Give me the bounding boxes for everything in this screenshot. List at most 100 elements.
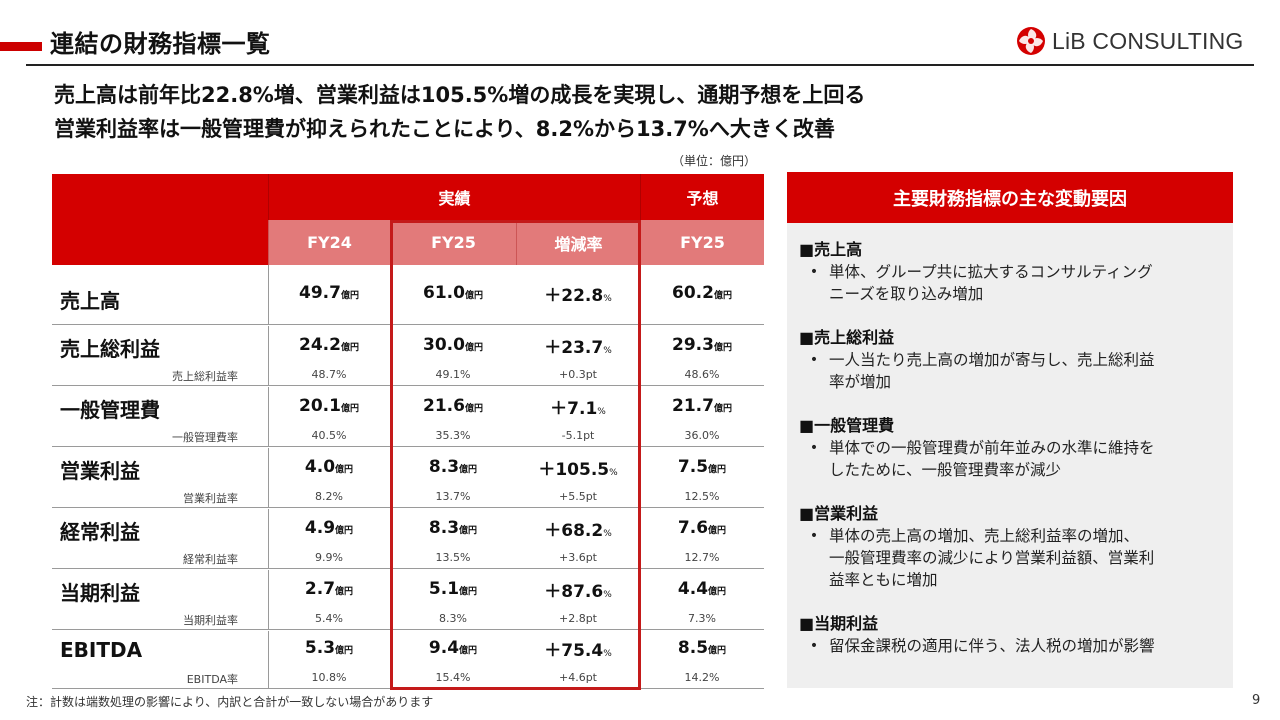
value-change: ＋75.4% bbox=[544, 640, 612, 661]
row-label: EBITDA bbox=[60, 638, 143, 662]
header-actual: 実績 bbox=[268, 174, 640, 220]
headline: 売上高は前年比22.8%増、営業利益は105.5%増の成長を実現し、通期予想を上… bbox=[54, 78, 865, 146]
sub-value-change: +3.6pt bbox=[558, 550, 597, 564]
row-label: 当期利益 bbox=[60, 581, 140, 605]
row-label: 売上総利益 bbox=[60, 337, 160, 361]
factor-text: 一般管理費率の減少により営業利益額、営業利 bbox=[829, 549, 1155, 567]
sub-value-fy25: 13.7% bbox=[435, 489, 471, 503]
value-change: ＋87.6% bbox=[544, 581, 612, 602]
sub-value-fy24: 8.2% bbox=[315, 489, 343, 503]
footnote: 注：計数は端数処理の影響により、内訳と合計が一致しない場合があります bbox=[26, 695, 434, 709]
unit-note: （単位：億円） bbox=[672, 154, 757, 168]
header-fy25-actual: FY25 bbox=[390, 220, 516, 265]
header-forecast: 予想 bbox=[640, 174, 764, 220]
sub-value-fy24: 9.9% bbox=[315, 550, 343, 564]
bullet-icon: • bbox=[809, 528, 819, 544]
table-row-sga: 一般管理費 一般管理費率 20.1億円 21.6億円 ＋7.1% 21.7億円 … bbox=[52, 387, 764, 447]
value-change: ＋22.8% bbox=[544, 285, 612, 306]
row-sub-label: 当期利益率 bbox=[183, 614, 238, 627]
row-label: 営業利益 bbox=[60, 459, 140, 483]
value-fy24: 4.9億円 bbox=[304, 518, 354, 538]
page-title: 連結の財務指標一覧 bbox=[50, 30, 271, 58]
factor-title: ■当期利益 bbox=[799, 614, 879, 633]
row-sub-label: 経常利益率 bbox=[183, 553, 238, 566]
factor-sga: ■一般管理費 • 単体での一般管理費が前年並みの水準に維持を したために、一般管理… bbox=[799, 415, 1223, 481]
sub-value-fy25: 13.5% bbox=[435, 550, 471, 564]
value-fy25: 8.3億円 bbox=[428, 518, 478, 538]
value-forecast: 7.6億円 bbox=[677, 518, 727, 538]
value-fy25: 8.3億円 bbox=[428, 457, 478, 477]
sub-value-change: +2.8pt bbox=[558, 611, 597, 625]
factor-text: 率が増加 bbox=[829, 373, 892, 391]
factor-gross-profit: ■売上総利益 • 一人当たり売上高の増加が寄与し、売上総利益 率が増加 bbox=[799, 327, 1223, 393]
factor-title: ■営業利益 bbox=[799, 504, 879, 523]
value-fy25: 9.4億円 bbox=[428, 638, 478, 658]
sub-value-fy25: 15.4% bbox=[435, 670, 471, 684]
table-row-ordinary-profit: 経常利益 経常利益率 4.9億円 8.3億円 ＋68.2% 7.6億円 9.9%… bbox=[52, 509, 764, 569]
sub-value-fy24: 40.5% bbox=[311, 428, 347, 442]
value-fy25: 5.1億円 bbox=[428, 579, 478, 599]
value-change: ＋23.7% bbox=[544, 337, 612, 358]
sub-value-fy25: 8.3% bbox=[439, 611, 467, 625]
sub-value-change: +4.6pt bbox=[558, 670, 597, 684]
value-fy25: 30.0億円 bbox=[423, 335, 483, 355]
headline-line-2: 営業利益率は一般管理費が抑えられたことにより、8.2%から13.7%へ大きく改善 bbox=[54, 117, 835, 141]
value-forecast: 21.7億円 bbox=[672, 396, 732, 416]
value-fy25: 61.0億円 bbox=[423, 283, 483, 303]
factor-text: したために、一般管理費率が減少 bbox=[829, 461, 1062, 479]
value-change: ＋7.1% bbox=[550, 398, 606, 419]
factor-title: ■売上総利益 bbox=[799, 328, 895, 347]
factor-text: ニーズを取り込み増加 bbox=[829, 285, 984, 303]
factor-title: ■一般管理費 bbox=[799, 416, 895, 435]
swirl-logo-icon bbox=[1017, 27, 1045, 55]
sub-value-fy25: 35.3% bbox=[435, 428, 471, 442]
value-forecast: 60.2億円 bbox=[672, 283, 732, 303]
bullet-icon: • bbox=[809, 264, 819, 280]
table-row-net-profit: 当期利益 当期利益率 2.7億円 5.1億円 ＋87.6% 4.4億円 5.4%… bbox=[52, 570, 764, 630]
bullet-icon: • bbox=[809, 352, 819, 368]
header-fy24: FY24 bbox=[268, 220, 390, 265]
table-row-sales: 売上高 49.7億円 61.0億円 ＋22.8% 60.2億円 bbox=[52, 265, 764, 325]
sub-value-fy24: 48.7% bbox=[311, 367, 347, 381]
sub-value-forecast: 12.7% bbox=[684, 550, 720, 564]
factor-sales: ■売上高 • 単体、グループ共に拡大するコンサルティング ニーズを取り込み増加 bbox=[799, 239, 1223, 305]
value-fy24: 4.0億円 bbox=[304, 457, 354, 477]
title-accent-bar bbox=[0, 42, 42, 51]
sub-value-forecast: 7.3% bbox=[688, 611, 716, 625]
header-divider bbox=[26, 64, 1254, 66]
panel-title: 主要財務指標の主な変動要因 bbox=[787, 172, 1233, 223]
factor-text: 一人当たり売上高の増加が寄与し、売上総利益 bbox=[829, 351, 1155, 369]
sub-value-fy24: 10.8% bbox=[311, 670, 347, 684]
value-change: ＋68.2% bbox=[544, 520, 612, 541]
value-fy24: 20.1億円 bbox=[299, 396, 359, 416]
factor-net-profit: ■当期利益 • 留保金課税の適用に伴う、法人税の増加が影響 bbox=[799, 613, 1223, 657]
header-fy25-forecast: FY25 bbox=[640, 220, 764, 265]
row-sub-label: 営業利益率 bbox=[183, 492, 238, 505]
page-number: 9 bbox=[1252, 693, 1261, 708]
row-sub-label: 売上総利益率 bbox=[172, 370, 238, 383]
bullet-icon: • bbox=[809, 638, 819, 654]
headline-line-1: 売上高は前年比22.8%増、営業利益は105.5%増の成長を実現し、通期予想を上… bbox=[54, 83, 866, 107]
factor-text: 単体の売上高の増加、売上総利益率の増加、 bbox=[829, 527, 1140, 545]
table-row-operating-profit: 営業利益 営業利益率 4.0億円 8.3億円 ＋105.5% 7.5億円 8.2… bbox=[52, 448, 764, 508]
value-fy24: 5.3億円 bbox=[304, 638, 354, 658]
factor-text: 単体、グループ共に拡大するコンサルティング bbox=[829, 263, 1153, 281]
sub-value-forecast: 14.2% bbox=[684, 670, 720, 684]
sub-value-change: -5.1pt bbox=[561, 428, 595, 442]
header-change-rate: 増減率 bbox=[516, 220, 640, 265]
change-factors-panel: 主要財務指標の主な変動要因 ■売上高 • 単体、グループ共に拡大するコンサルティン… bbox=[787, 172, 1233, 688]
table-header-corner bbox=[52, 174, 268, 265]
table-row-ebitda: EBITDA EBITDA率 5.3億円 9.4億円 ＋75.4% 8.5億円 … bbox=[52, 631, 764, 689]
table-row-gross-profit: 売上総利益 売上総利益率 24.2億円 30.0億円 ＋23.7% 29.3億円… bbox=[52, 326, 764, 386]
factor-text: 単体での一般管理費が前年並みの水準に維持を bbox=[829, 439, 1155, 457]
value-fy25: 21.6億円 bbox=[423, 396, 483, 416]
row-sub-label: EBITDA率 bbox=[186, 673, 238, 686]
sub-value-forecast: 12.5% bbox=[684, 489, 720, 503]
sub-value-fy24: 5.4% bbox=[315, 611, 343, 625]
value-fy24: 2.7億円 bbox=[304, 579, 354, 599]
value-change: ＋105.5% bbox=[538, 459, 618, 480]
row-label: 経常利益 bbox=[60, 520, 140, 544]
row-label: 一般管理費 bbox=[60, 398, 160, 422]
sub-value-change: +0.3pt bbox=[558, 367, 597, 381]
logo-text: LiB CONSULTING bbox=[1052, 27, 1244, 54]
